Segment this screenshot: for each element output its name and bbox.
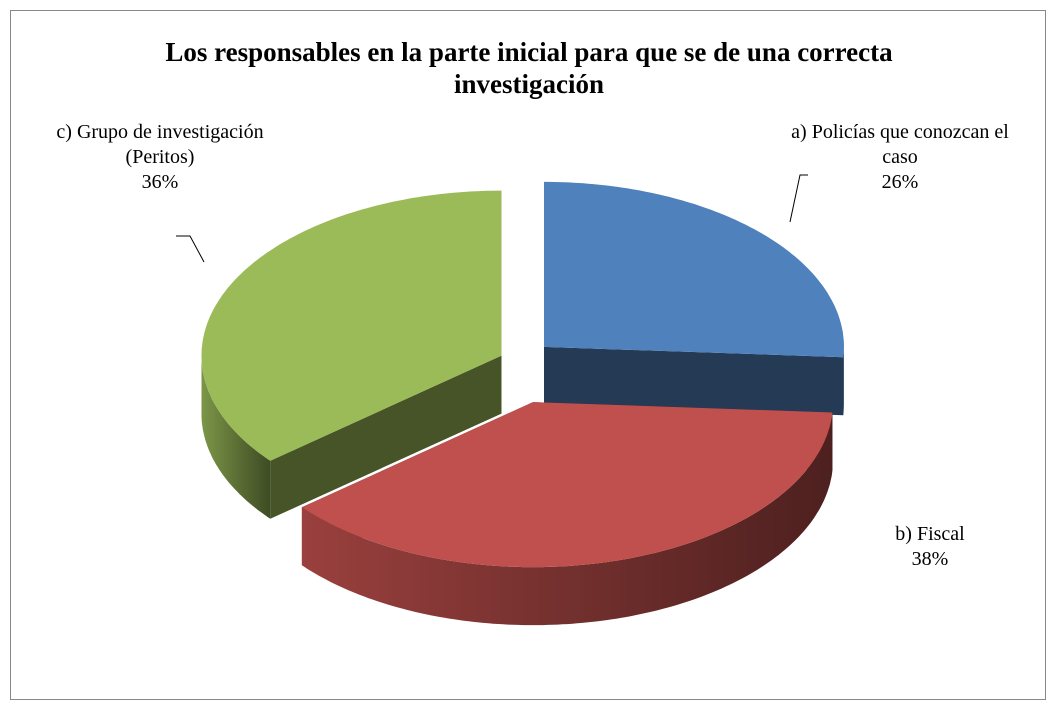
data-label: a) Policías que conozcan el caso 26%	[775, 120, 1025, 195]
slice-side	[201, 355, 271, 519]
slice-side	[301, 412, 833, 626]
chart-frame	[10, 10, 1046, 700]
leader-line	[789, 174, 808, 223]
pie-slice	[301, 402, 833, 568]
category-label: b) Fiscal	[895, 523, 965, 545]
pie-slice	[201, 190, 502, 461]
leader-line	[176, 235, 205, 263]
data-label: b) Fiscal 38%	[855, 522, 1005, 572]
slice-side	[270, 355, 502, 519]
category-label: a) Policías que conozcan el caso	[791, 121, 1009, 168]
slice-side	[843, 346, 844, 416]
value-label: 38%	[911, 548, 949, 570]
slice-side	[544, 346, 844, 416]
data-label: c) Grupo de investigación (Peritos) 36%	[40, 120, 280, 195]
pie-slice	[544, 181, 844, 358]
chart-title: Los responsables en la parte inicial par…	[165, 37, 893, 99]
value-label: 26%	[881, 171, 919, 193]
value-label: 36%	[141, 171, 179, 193]
category-label: c) Grupo de investigación (Peritos)	[56, 121, 264, 168]
